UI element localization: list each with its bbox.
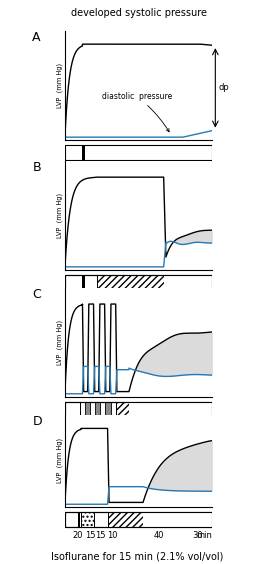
Text: min: min bbox=[197, 531, 212, 540]
Text: min: min bbox=[190, 165, 206, 174]
Text: 10: 10 bbox=[107, 531, 117, 540]
Bar bbox=[65, 512, 212, 527]
Bar bbox=[116, 402, 129, 417]
Bar bbox=[105, 402, 111, 417]
Bar bbox=[65, 146, 212, 160]
Text: 40: 40 bbox=[110, 294, 120, 303]
Text: 110: 110 bbox=[148, 165, 164, 174]
Text: 20: 20 bbox=[77, 294, 88, 303]
Text: C: C bbox=[32, 288, 41, 301]
Bar bbox=[85, 402, 90, 417]
Text: 30: 30 bbox=[192, 531, 203, 540]
Bar bbox=[65, 275, 212, 290]
Bar bbox=[65, 402, 212, 417]
Bar bbox=[107, 512, 143, 527]
Text: 40: 40 bbox=[166, 294, 176, 303]
Bar bbox=[81, 512, 94, 527]
Y-axis label: LVP  (mm Hg): LVP (mm Hg) bbox=[56, 63, 63, 108]
Text: 40: 40 bbox=[154, 421, 164, 430]
Bar bbox=[95, 402, 100, 417]
Text: 10: 10 bbox=[100, 421, 111, 430]
Text: 20: 20 bbox=[74, 421, 85, 430]
Bar bbox=[164, 275, 212, 290]
Bar bbox=[65, 512, 212, 527]
Y-axis label: LVP  (mm Hg): LVP (mm Hg) bbox=[56, 438, 63, 483]
Text: Isoflurane for 15 min (2.1% vol/vol): Isoflurane for 15 min (2.1% vol/vol) bbox=[51, 551, 224, 561]
Bar bbox=[97, 275, 164, 290]
Text: D: D bbox=[32, 415, 42, 428]
Bar bbox=[97, 275, 164, 290]
Text: A: A bbox=[32, 31, 41, 44]
Bar bbox=[65, 402, 212, 417]
Bar bbox=[129, 402, 212, 417]
Text: developed systolic pressure: developed systolic pressure bbox=[70, 8, 207, 18]
Y-axis label: LVP  (mm Hg): LVP (mm Hg) bbox=[56, 320, 63, 365]
Bar bbox=[82, 146, 85, 160]
Text: 5: 5 bbox=[91, 421, 96, 430]
Bar bbox=[82, 275, 85, 290]
Bar bbox=[116, 402, 129, 417]
Bar bbox=[107, 512, 143, 527]
Text: 15: 15 bbox=[95, 531, 105, 540]
Text: diastolic  pressure: diastolic pressure bbox=[102, 92, 172, 132]
Bar bbox=[143, 512, 212, 527]
Text: min: min bbox=[197, 294, 212, 303]
Text: 30: 30 bbox=[192, 421, 203, 430]
Text: dp: dp bbox=[218, 83, 229, 92]
Bar bbox=[81, 512, 94, 527]
Text: 40: 40 bbox=[154, 531, 164, 540]
Text: 30: 30 bbox=[195, 294, 206, 303]
Y-axis label: LVP  (mm Hg): LVP (mm Hg) bbox=[56, 193, 63, 238]
Text: 15: 15 bbox=[85, 531, 96, 540]
Bar bbox=[78, 512, 80, 527]
Text: 5: 5 bbox=[85, 421, 90, 430]
Text: 20: 20 bbox=[73, 531, 83, 540]
Bar bbox=[65, 275, 212, 290]
Bar bbox=[80, 402, 81, 417]
Text: B: B bbox=[32, 161, 41, 174]
Text: 20: 20 bbox=[77, 165, 88, 174]
Text: min: min bbox=[197, 421, 212, 430]
Text: 5: 5 bbox=[95, 421, 100, 430]
